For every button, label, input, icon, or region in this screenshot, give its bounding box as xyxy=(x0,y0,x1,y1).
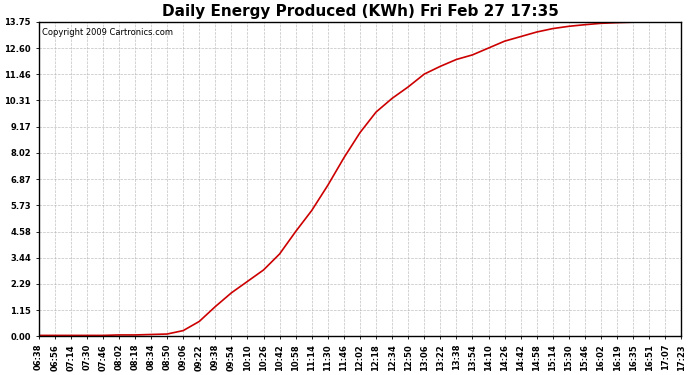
Text: Copyright 2009 Cartronics.com: Copyright 2009 Cartronics.com xyxy=(42,28,172,37)
Title: Daily Energy Produced (KWh) Fri Feb 27 17:35: Daily Energy Produced (KWh) Fri Feb 27 1… xyxy=(161,4,558,19)
